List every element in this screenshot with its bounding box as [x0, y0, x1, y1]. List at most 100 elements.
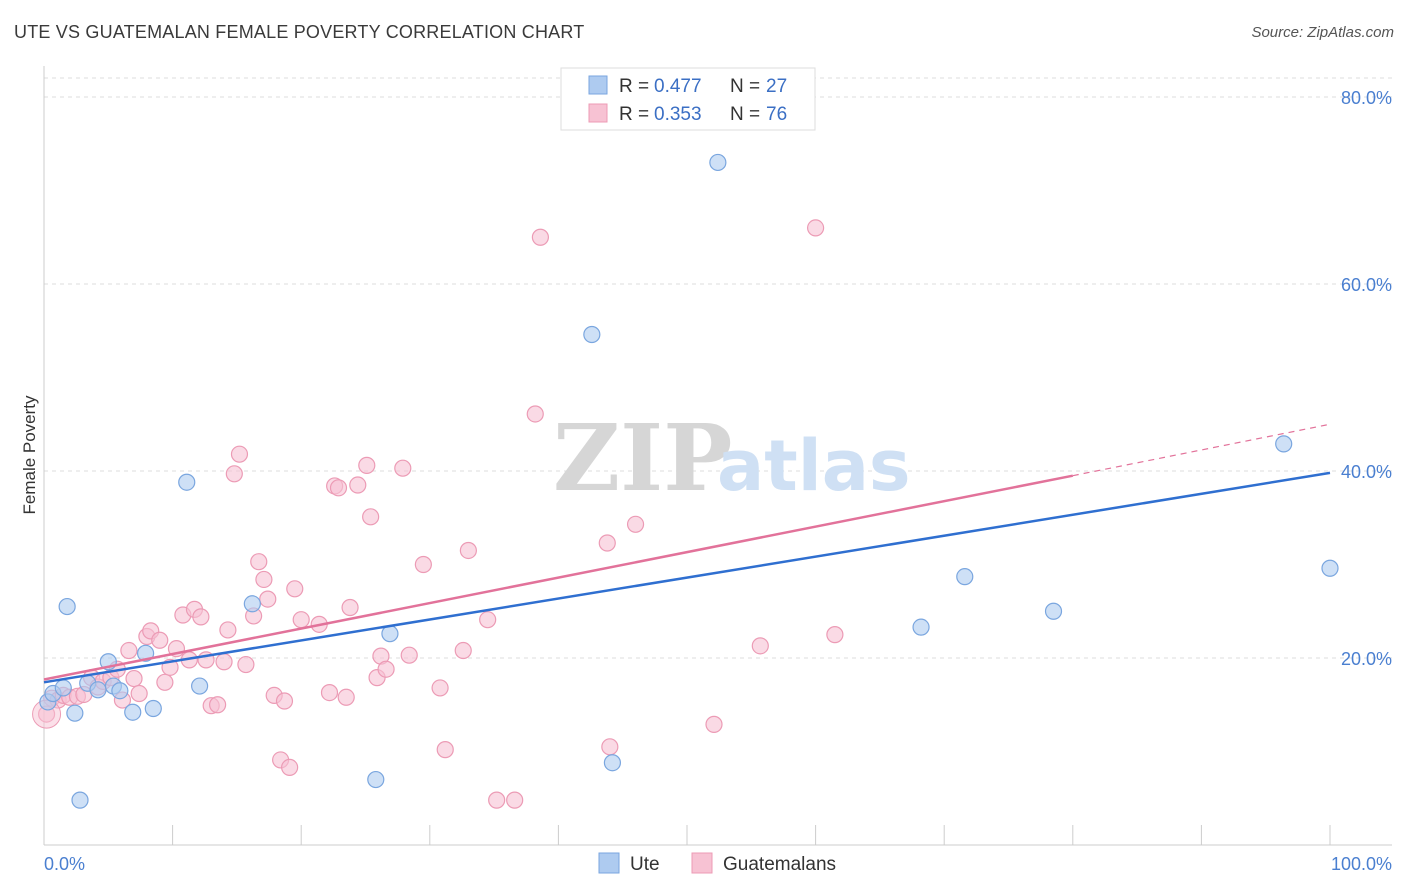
- series-guatemalans-points: [32, 219, 844, 809]
- legend-n-value-ute: 27: [766, 76, 787, 97]
- ute-point: [54, 679, 72, 697]
- y-tick-label: 60.0%: [1341, 275, 1392, 295]
- legend-n-value-guatemalans: 76: [766, 104, 787, 125]
- guatemalans-point: [292, 611, 310, 629]
- guatemalans-point: [362, 508, 380, 526]
- guatemalans-point: [414, 555, 432, 574]
- guatemalans-point: [225, 465, 243, 483]
- ute-point: [124, 703, 142, 721]
- legend-box: R = 0.477 N = 27 R = 0.353 N = 76: [560, 67, 816, 131]
- guatemalans-point: [259, 590, 277, 608]
- watermark: ZIP atlas: [553, 404, 911, 512]
- ute-point: [583, 325, 601, 344]
- x-tick-label-min: 0.0%: [44, 854, 85, 874]
- guatemalans-point: [436, 741, 454, 759]
- x-tick-label-max: 100.0%: [1331, 854, 1392, 874]
- chart-title: UTE VS GUATEMALAN FEMALE POVERTY CORRELA…: [14, 22, 585, 42]
- trend-lines: [43, 423, 1331, 684]
- y-tick-label: 80.0%: [1341, 88, 1392, 108]
- ute-point: [1321, 559, 1339, 577]
- ute-point: [1275, 435, 1293, 453]
- guatemalans-point: [806, 219, 825, 237]
- guatemalans-point: [320, 683, 339, 702]
- guatemalans-point: [120, 641, 138, 660]
- bottom-legend-swatch-guatemalans: [691, 852, 713, 874]
- guatemalans-point: [151, 631, 169, 649]
- guatemalans-trend-extension: [1072, 423, 1331, 477]
- guatemalans-point: [130, 684, 148, 703]
- guatemalans-point: [431, 679, 449, 697]
- guatemalans-point: [488, 791, 506, 809]
- legend-swatch-guatemalans: [588, 103, 608, 123]
- ute-point: [367, 770, 385, 789]
- source-label: Source: ZipAtlas.com: [1251, 24, 1394, 41]
- guatemalans-point: [255, 570, 273, 589]
- y-axis-label: Female Poverty: [20, 395, 39, 515]
- guatemalans-point: [349, 476, 367, 494]
- guatemalans-point: [454, 641, 472, 660]
- guatemalans-point: [751, 637, 769, 655]
- guatemalans-point: [400, 646, 418, 664]
- guatemalans-point: [156, 673, 174, 691]
- watermark-atlas: atlas: [717, 425, 911, 507]
- bottom-legend-swatch-ute: [598, 852, 620, 874]
- guatemalans-point: [125, 669, 143, 688]
- ute-point: [144, 699, 162, 718]
- bottom-legend-label-guatemalans: Guatemalans: [723, 854, 836, 875]
- guatemalans-point: [826, 626, 844, 644]
- ute-point: [603, 754, 622, 772]
- ute-trend-line: [43, 471, 1331, 684]
- guatemalans-point: [337, 688, 355, 706]
- guatemalans-point: [237, 655, 255, 674]
- ute-point: [1044, 602, 1063, 620]
- guatemalans-point: [598, 534, 616, 552]
- axes: 20.0% 40.0% 60.0% 80.0% 0.0% 100.0%: [43, 66, 1392, 874]
- guatemalans-point: [601, 738, 619, 756]
- guatemalans-point: [459, 541, 477, 560]
- guatemalans-point: [626, 515, 645, 533]
- ute-point: [58, 597, 76, 616]
- ute-point: [66, 704, 84, 722]
- guatemalans-point: [215, 653, 233, 671]
- ute-point: [71, 791, 89, 809]
- bottom-legend: Ute Guatemalans: [598, 852, 836, 875]
- legend-r-label-guatemalans: R =: [619, 104, 649, 125]
- y-tick-label: 20.0%: [1341, 649, 1392, 669]
- guatemalans-point: [394, 459, 412, 477]
- ute-point: [243, 595, 261, 613]
- guatemalans-point: [531, 228, 549, 246]
- guatemalans-point: [219, 621, 237, 639]
- guatemalans-point: [209, 696, 227, 714]
- legend-r-label-ute: R =: [619, 76, 649, 97]
- legend-n-label-guatemalans: N =: [730, 104, 760, 125]
- guatemalans-point: [377, 660, 395, 678]
- guatemalans-point: [230, 445, 249, 463]
- legend-r-value-guatemalans: 0.353: [654, 104, 702, 125]
- guatemalans-point: [705, 715, 723, 733]
- guatemalans-point: [275, 692, 294, 710]
- watermark-zip: ZIP: [553, 404, 732, 512]
- ute-point: [89, 681, 107, 699]
- legend-n-label-ute: N =: [730, 76, 760, 97]
- ute-point: [709, 153, 727, 172]
- ute-point: [956, 568, 974, 586]
- guatemalans-point: [281, 758, 299, 776]
- legend-r-value-ute: 0.477: [654, 76, 702, 97]
- guatemalans-point: [358, 456, 376, 474]
- ute-point: [912, 618, 930, 636]
- guatemalans-point: [479, 611, 497, 629]
- bottom-legend-label-ute: Ute: [630, 854, 660, 875]
- guatemalans-point: [329, 479, 348, 497]
- guatemalans-point: [192, 608, 210, 626]
- guatemalans-point: [286, 580, 304, 598]
- guatemalans-trend-line: [43, 474, 1074, 681]
- legend-swatch-ute: [588, 75, 608, 95]
- guatemalans-point: [506, 791, 524, 809]
- guatemalans-point: [341, 598, 359, 617]
- y-tick-label: 40.0%: [1341, 462, 1392, 482]
- guatemalans-point: [250, 553, 268, 571]
- ute-point: [178, 473, 196, 491]
- ute-point: [191, 677, 209, 695]
- guatemalans-point: [526, 405, 544, 423]
- ute-point: [111, 682, 129, 700]
